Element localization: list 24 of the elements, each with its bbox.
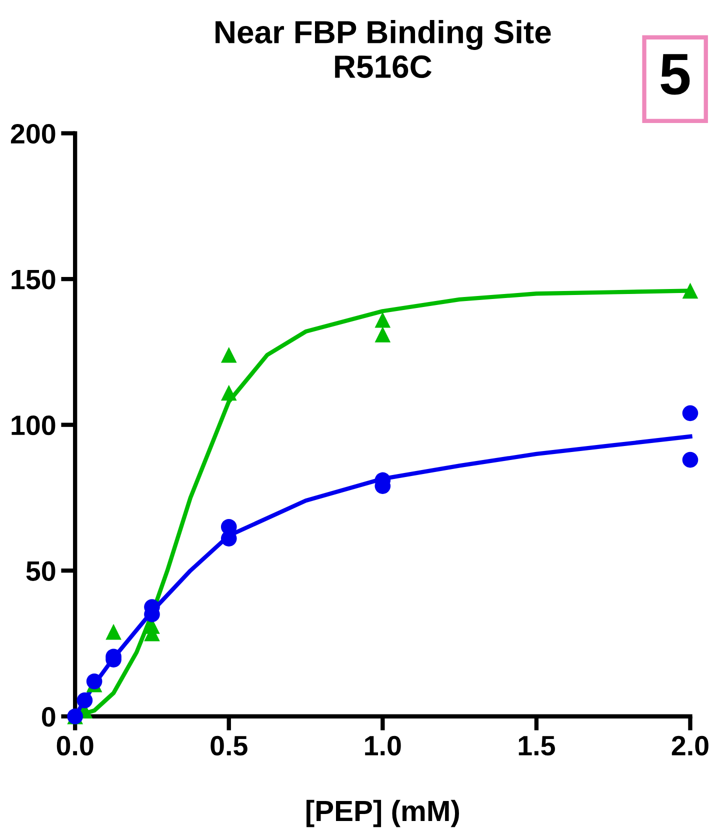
y-tick-label: 200 bbox=[10, 124, 56, 144]
y-tick-label: 0 bbox=[42, 707, 56, 727]
x-axis-title: [PEP] (mM) bbox=[306, 800, 459, 828]
x-tick-label: 0.5 bbox=[210, 736, 248, 756]
point bbox=[106, 624, 122, 640]
y-tick-label: 100 bbox=[12, 416, 56, 436]
point bbox=[86, 673, 102, 690]
point bbox=[682, 405, 698, 422]
y-tick-label: 50 bbox=[26, 561, 56, 581]
x-tick-label: 0.0 bbox=[56, 736, 94, 756]
point bbox=[682, 452, 698, 468]
x-tick-label: 2.0 bbox=[672, 736, 708, 756]
chart-title: Near FBP Binding Site R516C bbox=[216, 20, 551, 78]
point bbox=[76, 692, 93, 708]
point bbox=[374, 326, 391, 342]
point bbox=[220, 384, 237, 401]
point bbox=[220, 346, 237, 363]
y-tick-label: 150 bbox=[12, 270, 56, 290]
x-tick-label: 1.5 bbox=[518, 736, 555, 756]
point bbox=[374, 312, 391, 328]
text: 5 bbox=[660, 54, 690, 95]
point bbox=[682, 282, 698, 299]
x-tick-label: 1.0 bbox=[365, 736, 401, 756]
point bbox=[220, 518, 237, 535]
